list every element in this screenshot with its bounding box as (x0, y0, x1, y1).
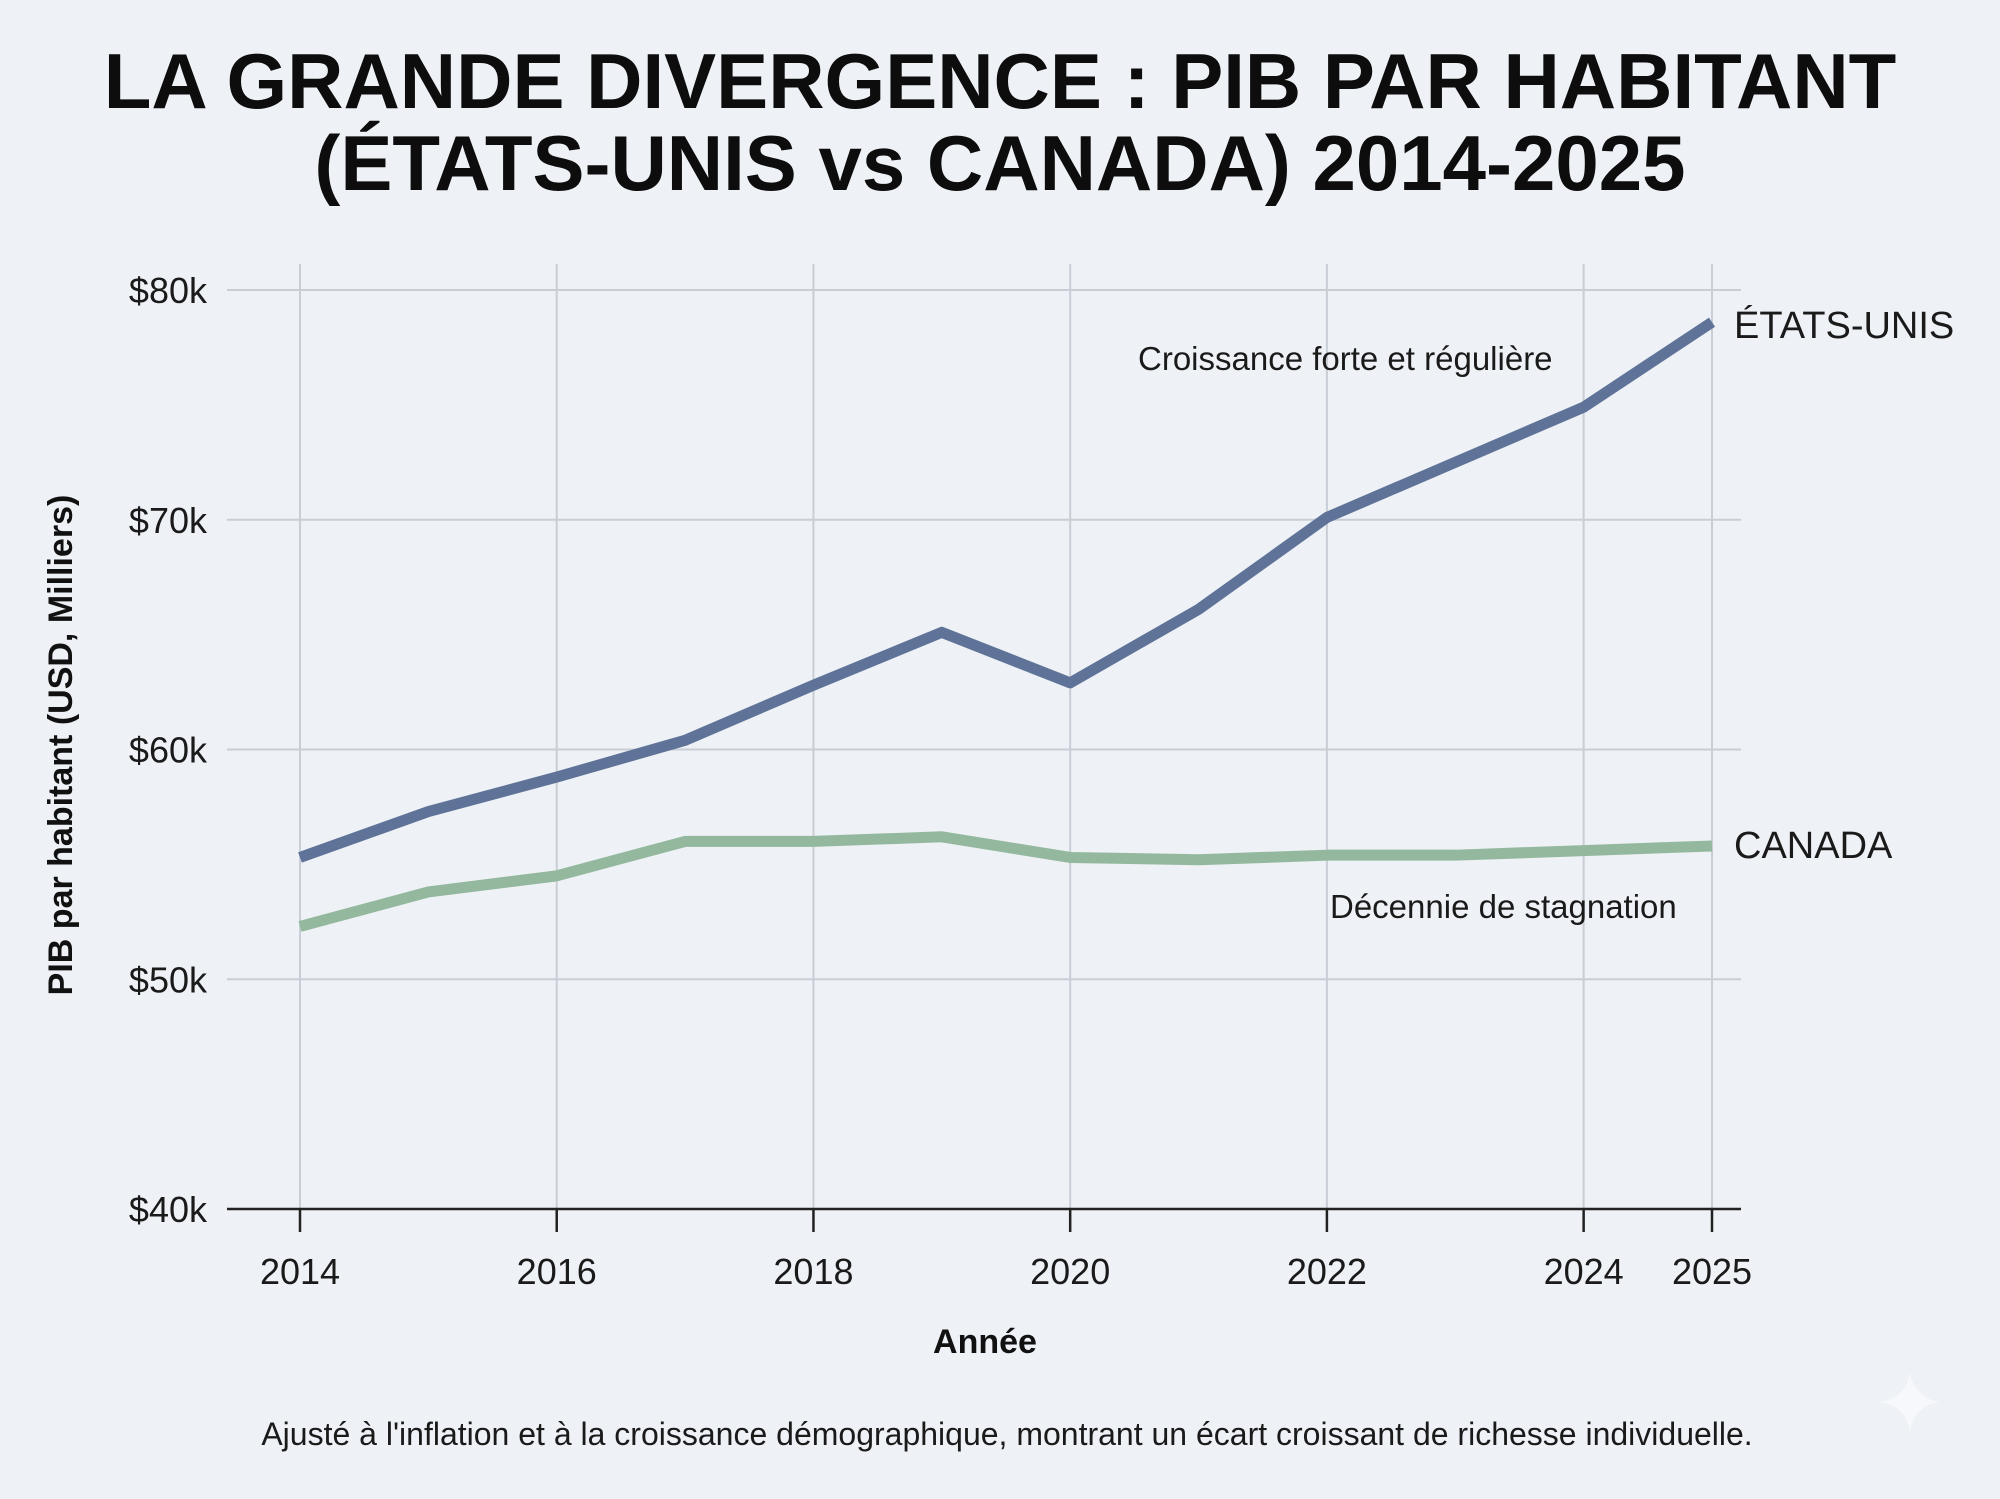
footnote: Ajusté à l'inflation et à la croissance … (261, 1416, 1752, 1452)
series-label-us: ÉTATS-UNIS (1734, 304, 1954, 347)
y-axis-label: PIB par habitant (USD, Milliers) (42, 495, 80, 996)
y-tick-label: $60k (129, 730, 208, 771)
x-tick-label: 2018 (773, 1251, 853, 1292)
chart-title-line-1: LA GRANDE DIVERGENCE : PIB PAR HABITANT (104, 37, 1897, 125)
series-line-canada (298, 831, 1713, 932)
series-lines (298, 317, 1716, 932)
x-axis-ticks: 2014 2016 2018 2020 2022 2024 2025 (260, 1209, 1752, 1292)
chart-title-line-2: (ÉTATS-UNIS vs CANADA) 2014-2025 (314, 119, 1685, 207)
x-tick-label: 2016 (517, 1251, 597, 1292)
series-line-us (298, 317, 1716, 863)
y-tick-label: $80k (129, 270, 208, 311)
y-tick-label: $50k (129, 959, 208, 1000)
sparkle-watermark-icon (1880, 1372, 1940, 1432)
y-tick-label: $40k (129, 1189, 208, 1230)
x-tick-label: 2024 (1544, 1251, 1624, 1292)
x-tick-label: 2022 (1287, 1251, 1367, 1292)
x-axis-label: Année (933, 1323, 1037, 1361)
y-tick-label: $70k (129, 500, 208, 541)
y-axis-ticks: $40k $50k $60k $70k $80k (129, 270, 208, 1230)
x-tick-label: 2025 (1672, 1251, 1752, 1292)
series-label-canada: CANADA (1734, 825, 1893, 867)
x-tick-label: 2014 (260, 1251, 340, 1292)
x-tick-label: 2020 (1030, 1251, 1110, 1292)
annotation-us: Croissance forte et régulière (1138, 340, 1553, 377)
annotation-canada: Décennie de stagnation (1330, 888, 1677, 925)
gridlines (227, 264, 1741, 1209)
